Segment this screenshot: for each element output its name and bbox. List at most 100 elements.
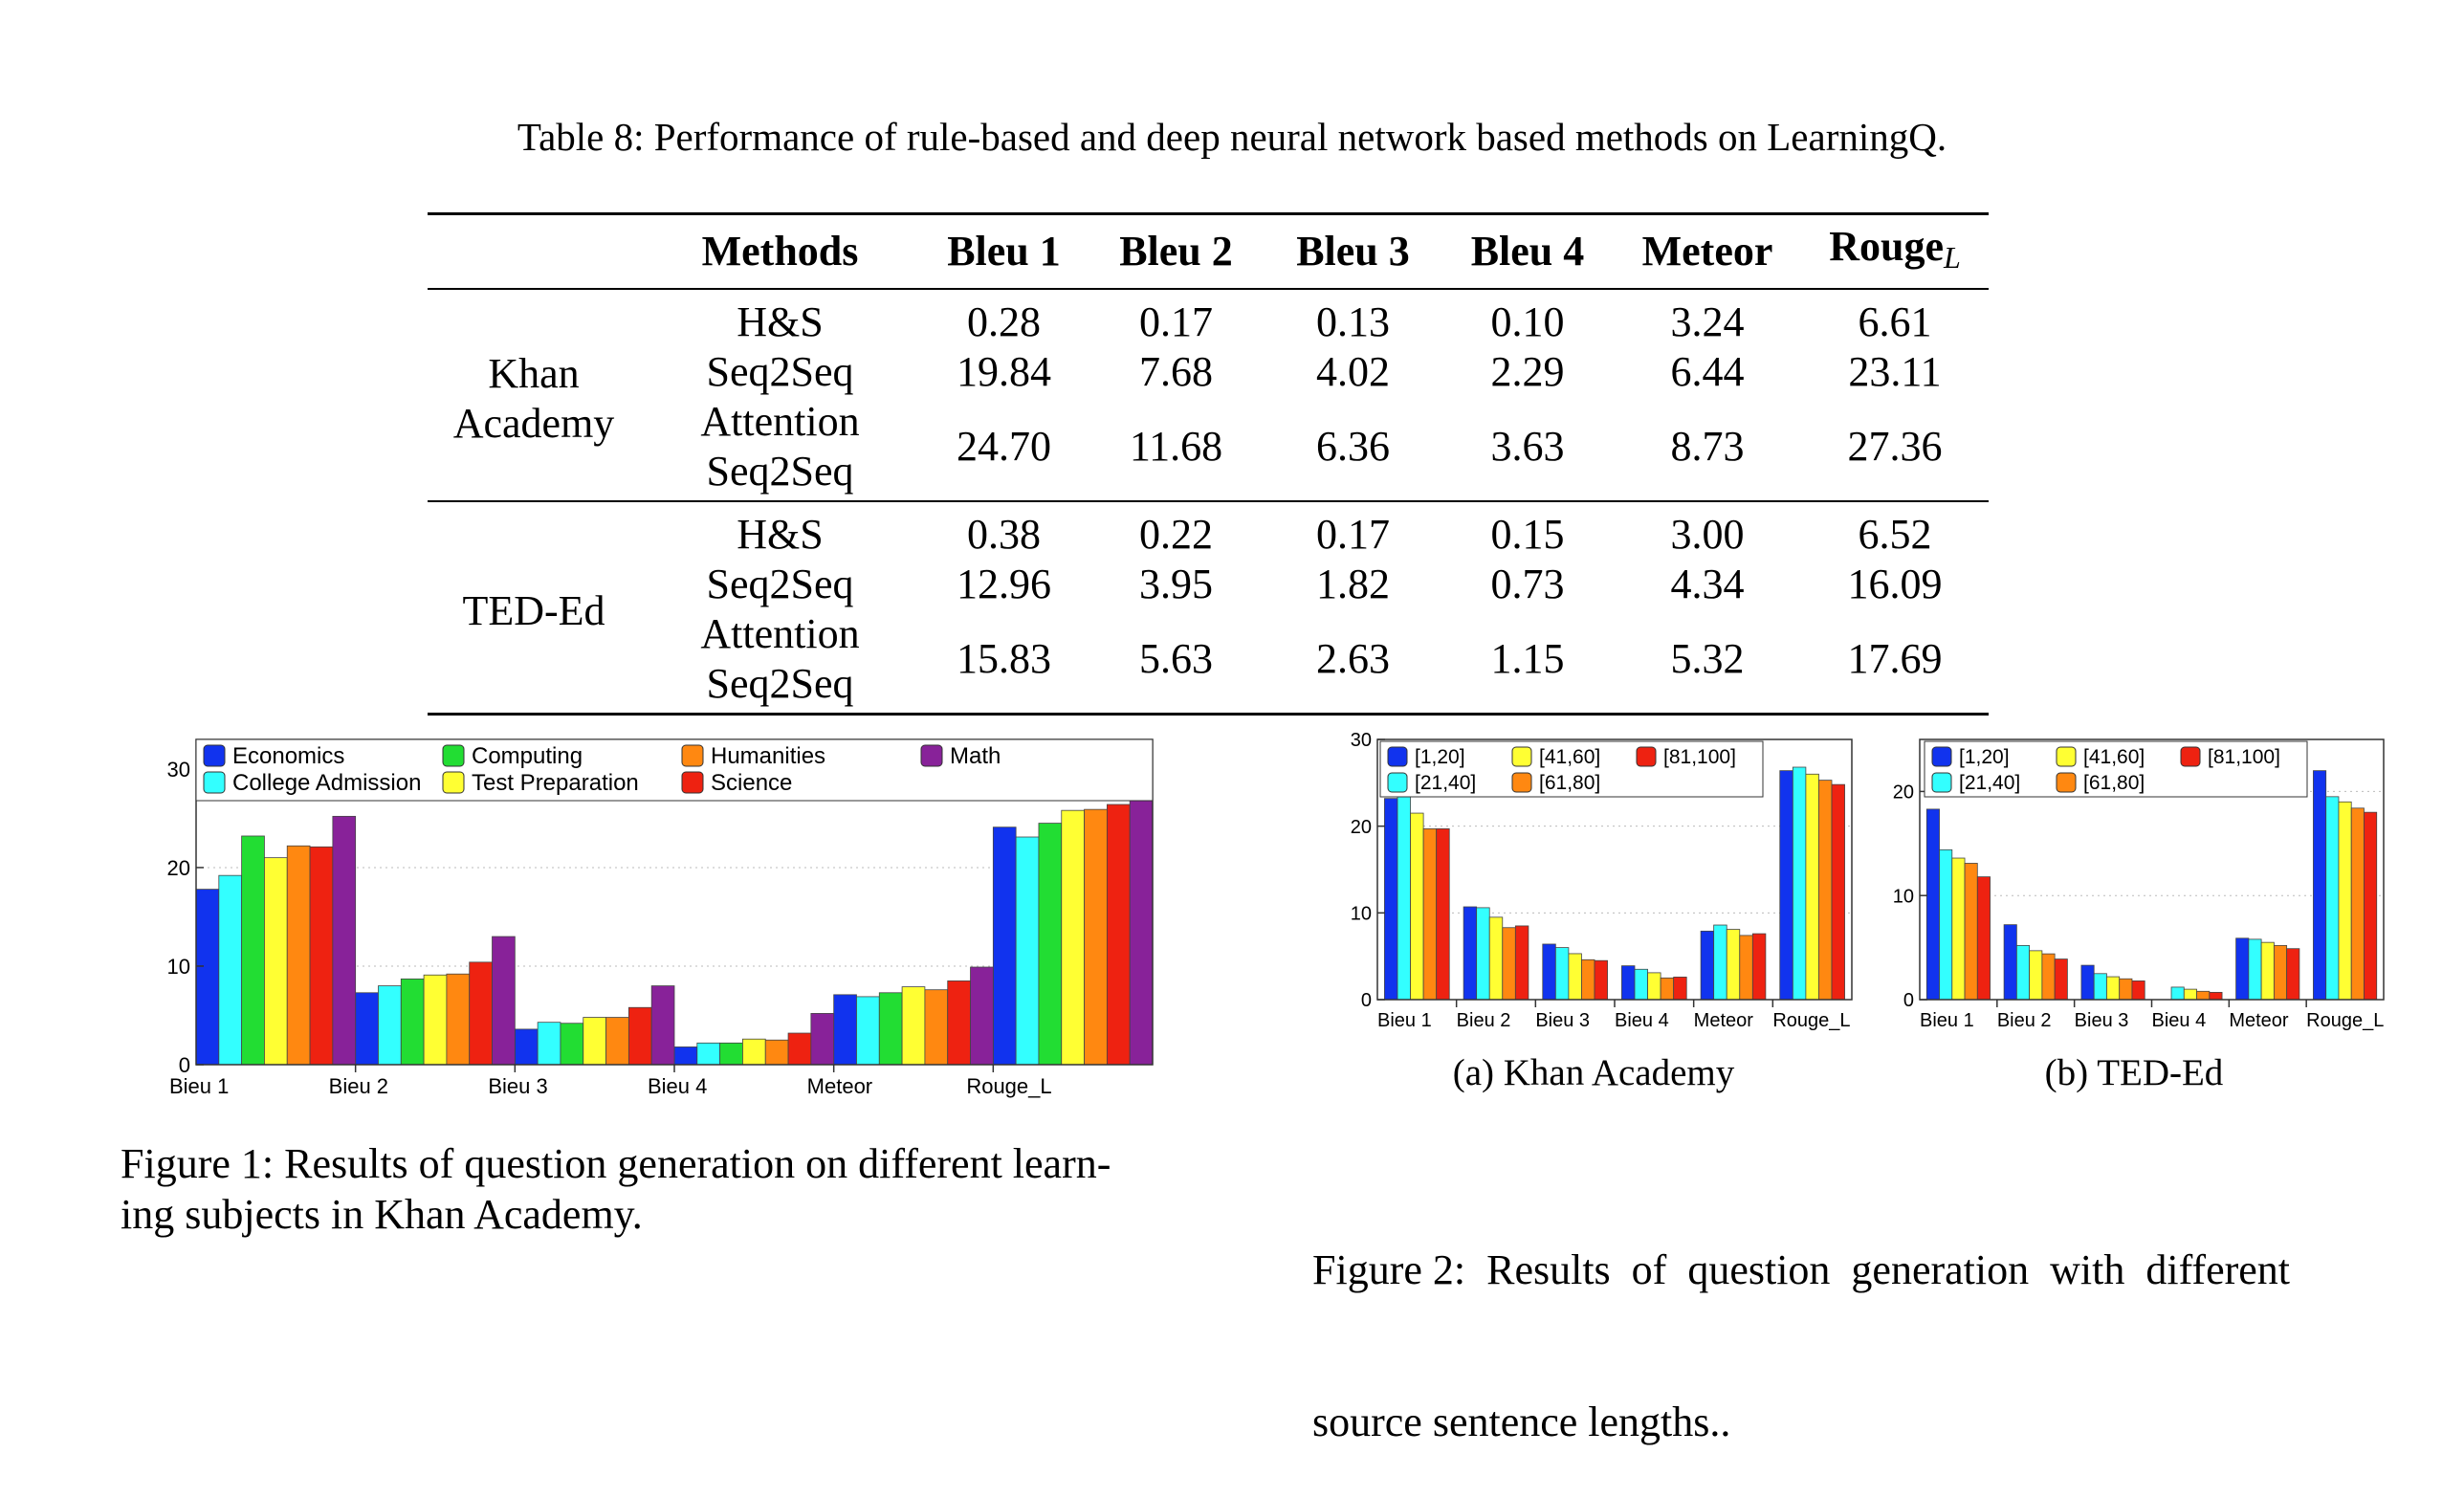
legend-swatch (2056, 772, 2077, 793)
value-cell: 15.83 (957, 635, 1051, 682)
value-cell: 0.38 (967, 511, 1041, 558)
legend-label: [21,40] (1959, 772, 2020, 794)
bar (2350, 807, 2365, 1001)
bar (1488, 916, 1504, 1001)
value-cell: 1.82 (1316, 561, 1390, 607)
bar (1673, 977, 1687, 1001)
legend-label: Computing (472, 743, 583, 769)
y-tick-label: 20 (1893, 782, 1914, 804)
bar (2286, 948, 2300, 1001)
bar (2338, 801, 2352, 1001)
bar (537, 1022, 561, 1066)
x-tick-label: Bieu 3 (2075, 1010, 2129, 1031)
legend-label: Humanities (711, 743, 825, 769)
bar (2119, 978, 2133, 1001)
bar (1964, 863, 1978, 1001)
header-rouge-text: Rouge (1829, 222, 1944, 270)
bar (810, 1013, 835, 1066)
bar (1751, 933, 1767, 1001)
bar (2170, 986, 2185, 1001)
bar (309, 846, 334, 1066)
figure2b-subcaption: (b) TED-Ed (2044, 1052, 2224, 1093)
y-tick-label: 10 (167, 955, 190, 979)
bar (2325, 796, 2340, 1001)
x-tick-label: Bieu 1 (1377, 1010, 1432, 1031)
table-row: Seq2Seq 19.84 7.68 4.02 2.29 6.44 23.11 (428, 347, 1989, 397)
bar (1061, 809, 1085, 1066)
value-cell: 27.36 (1847, 423, 1943, 470)
bar (2235, 937, 2250, 1001)
bar (1647, 972, 1661, 1001)
value-cell: 0.22 (1139, 511, 1213, 558)
bar (583, 1017, 606, 1066)
bar (1713, 924, 1727, 1001)
bar (1925, 808, 1940, 1001)
bar (719, 1042, 743, 1066)
method-cell: Seq2Seq (706, 561, 854, 607)
legend-label: Math (950, 743, 1001, 769)
value-cell: 4.34 (1670, 561, 1745, 607)
value-cell: 7.68 (1139, 348, 1213, 395)
header-dataset (428, 214, 640, 290)
legend-swatch (2180, 746, 2201, 767)
y-tick-label: 30 (167, 758, 190, 782)
x-tick-label: Meteor (2229, 1010, 2289, 1031)
legend-label: College Admission (232, 770, 421, 796)
figure2a-subcaption: (a) Khan Academy (1452, 1052, 1735, 1093)
legend-label: [61,80] (2083, 772, 2145, 794)
legend-swatch (2056, 746, 2077, 767)
bar (1792, 766, 1807, 1001)
header-bleu3: Bleu 3 (1296, 228, 1410, 275)
dataset-line: Khan (488, 350, 580, 397)
bar (1542, 943, 1556, 1001)
bar (1038, 823, 1063, 1066)
y-tick-label: 0 (1361, 990, 1372, 1011)
header-bleu4: Bleu 4 (1470, 228, 1585, 275)
bar (1581, 958, 1595, 1001)
value-cell: 2.63 (1316, 635, 1390, 682)
bar (355, 992, 379, 1066)
value-cell: 8.73 (1670, 423, 1745, 470)
bar (241, 835, 265, 1066)
value-cell: 0.28 (967, 298, 1041, 345)
bar (1514, 925, 1529, 1001)
bar (992, 826, 1017, 1066)
value-cell: 12.96 (957, 561, 1051, 607)
bar (2041, 953, 2056, 1001)
value-cell: 6.61 (1858, 298, 1932, 345)
bar (423, 974, 448, 1066)
bar (492, 936, 516, 1066)
bar (1621, 965, 1636, 1001)
bar (286, 845, 311, 1066)
method-cell: H&S (737, 511, 824, 558)
table-group-khan: Khan Academy H&S 0.28 0.17 0.13 0.10 3.24… (428, 289, 1989, 501)
bar (2106, 976, 2121, 1001)
dataset-label-ted: TED-Ed (428, 501, 640, 715)
legend-box (1924, 740, 2308, 798)
bar (696, 1042, 721, 1066)
bar (627, 1006, 652, 1066)
legend-swatch (1931, 746, 1952, 767)
caption-line: ing subjects in Khan Academy. (121, 1191, 643, 1238)
legend-swatch (1387, 772, 1408, 793)
bar (764, 1039, 789, 1066)
bar (1951, 857, 1966, 1001)
bar (1700, 930, 1715, 1001)
header-rouge: RougeL (1801, 214, 1989, 290)
y-tick-label: 10 (1893, 886, 1914, 907)
legend-box (195, 738, 1154, 802)
bar (1726, 929, 1741, 1001)
value-cell: 16.09 (1847, 561, 1943, 607)
value-cell: 5.63 (1139, 635, 1213, 682)
legend-swatch (203, 744, 226, 767)
legend-label: [1,20] (1959, 746, 2010, 768)
bar (2273, 945, 2288, 1001)
x-tick-label: Bieu 2 (329, 1074, 388, 1098)
value-cell: 0.17 (1316, 511, 1390, 558)
method-cell: Attention Seq2Seq (700, 610, 860, 707)
bar (1660, 977, 1675, 1001)
legend-swatch (203, 771, 226, 794)
legend-label: [41,60] (2083, 746, 2145, 768)
bar (218, 874, 243, 1066)
bar (514, 1028, 539, 1066)
